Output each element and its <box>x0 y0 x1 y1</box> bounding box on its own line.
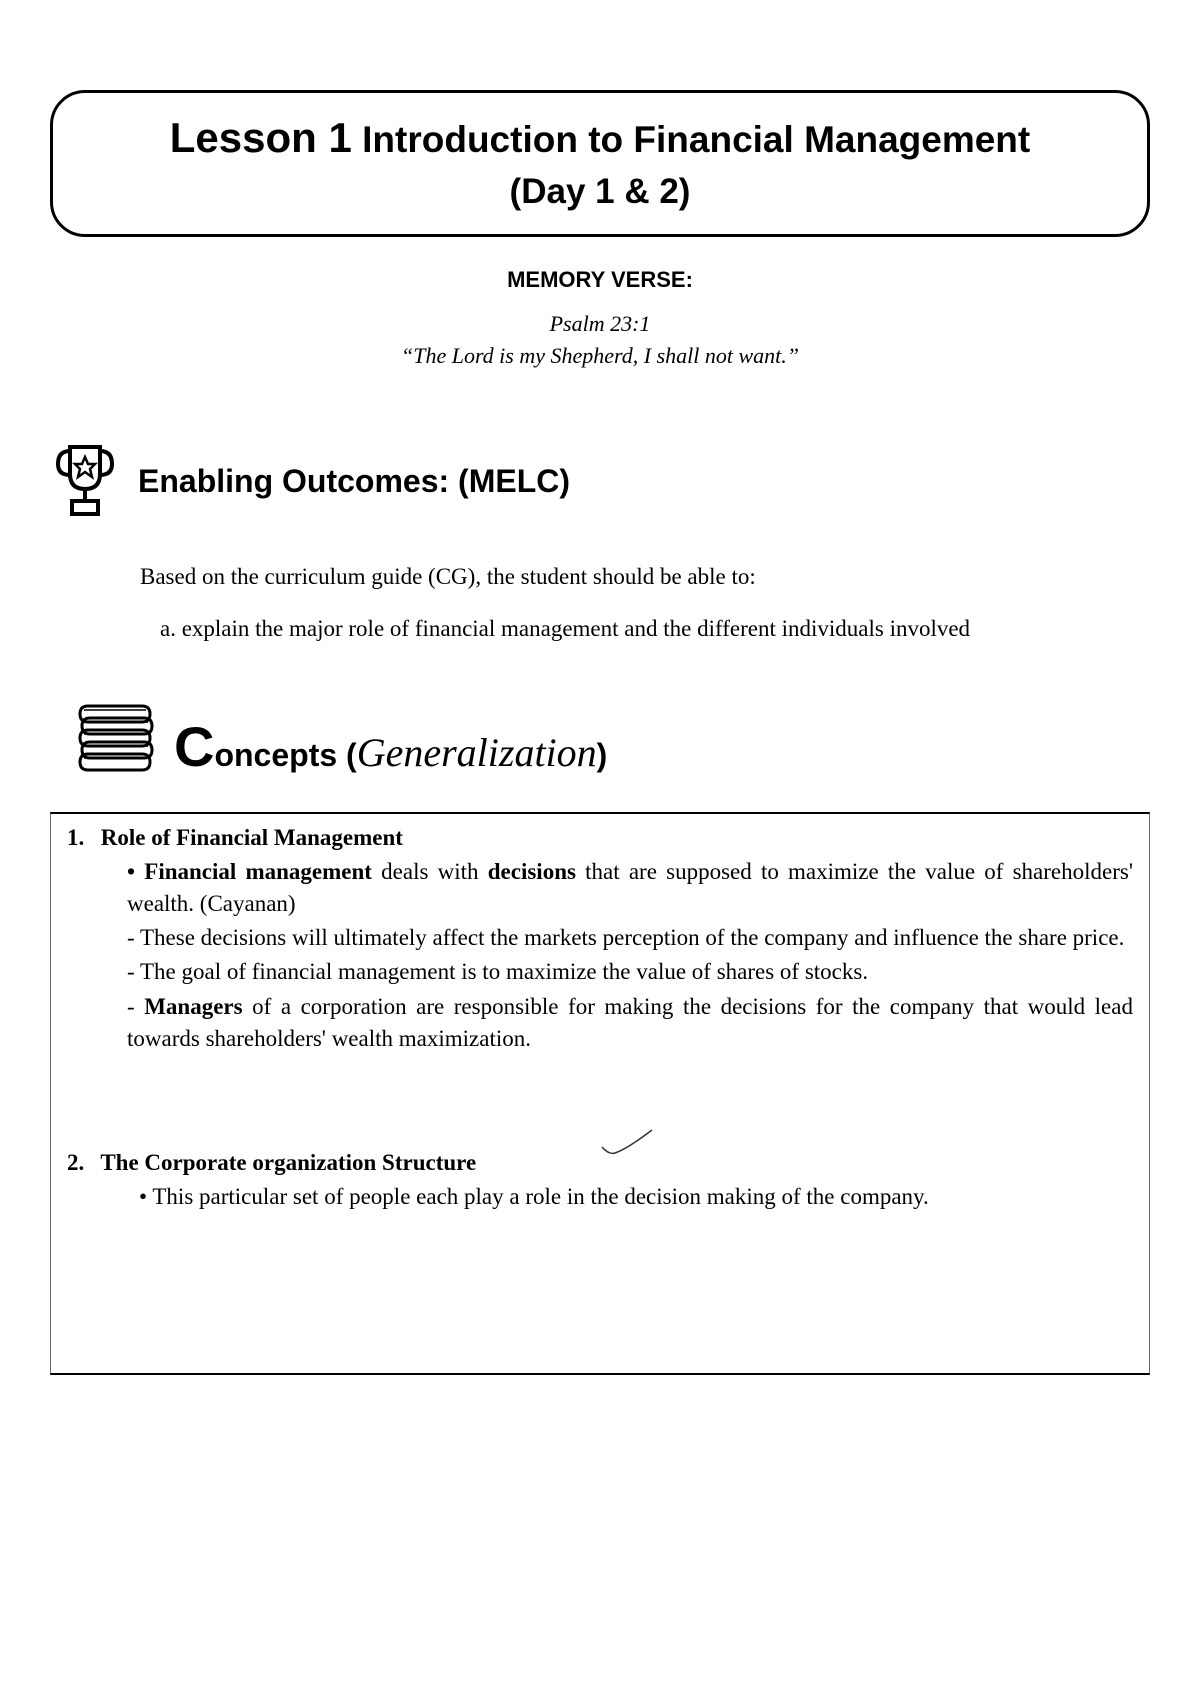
books-icon <box>70 702 160 782</box>
memory-verse-section: MEMORY VERSE: Psalm 23:1 “The Lord is my… <box>50 267 1150 369</box>
lesson-title-box: Lesson 1 Introduction to Financial Manag… <box>50 90 1150 237</box>
concepts-rest: oncepts <box>214 737 337 773</box>
trophy-icon <box>50 439 120 524</box>
section1-d3-post: of a corporation are responsible for mak… <box>127 994 1133 1051</box>
outcomes-title: Enabling Outcomes: (MELC) <box>138 463 570 500</box>
concepts-title: Concepts (Generalization) <box>174 725 607 782</box>
concepts-paren-close: ) <box>597 737 608 773</box>
section2-header: 2. The Corporate organization Structure <box>67 1147 1133 1179</box>
section2-heading: The Corporate organization Structure <box>100 1150 476 1175</box>
memory-verse-heading: MEMORY VERSE: <box>50 267 1150 293</box>
section1-heading: Role of Financial Management <box>101 825 403 850</box>
lesson-subtitle: (Day 1 & 2) <box>83 172 1117 212</box>
concepts-paren-open: ( <box>346 737 357 773</box>
section1-header: 1. Role of Financial Management <box>67 822 1133 854</box>
lesson-main-title: Introduction to Financial Management <box>362 119 1030 160</box>
section1-d3-pre: - <box>127 994 144 1019</box>
section1-d3-bold: Managers <box>144 994 242 1019</box>
section1-b1-bold2: decisions <box>488 859 576 884</box>
section1-dash1: - These decisions will ultimately affect… <box>67 922 1133 954</box>
section1-b1-mid: deals with <box>372 859 488 884</box>
concepts-generalization: Generalization <box>357 730 597 775</box>
concepts-big-c: C <box>174 725 214 770</box>
section1-b1-bold1: Financial management <box>144 859 372 884</box>
concepts-header: Concepts (Generalization) <box>70 702 1150 782</box>
section1-dash3: - Managers of a corporation are responsi… <box>67 991 1133 1055</box>
verse-text: “The Lord is my Shepherd, I shall not wa… <box>50 343 1150 369</box>
content-box: 1. Role of Financial Management • Financ… <box>50 812 1150 1376</box>
section2-bullet1: • This particular set of people each pla… <box>67 1181 1133 1213</box>
handwritten-checkmark-icon <box>597 1125 657 1160</box>
outcomes-intro: Based on the curriculum guide (CG), the … <box>140 564 1150 590</box>
bullet-marker: • <box>127 859 144 884</box>
lesson-label: Lesson 1 <box>170 114 352 161</box>
section1-dash2: - The goal of financial management is to… <box>67 956 1133 988</box>
lesson-title-line1: Lesson 1 Introduction to Financial Manag… <box>83 111 1117 166</box>
enabling-outcomes-header: Enabling Outcomes: (MELC) <box>50 439 1150 524</box>
section1-number: 1. <box>67 822 95 854</box>
outcomes-body: Based on the curriculum guide (CG), the … <box>140 564 1150 642</box>
section2-number: 2. <box>67 1147 95 1179</box>
section1-bullet1: • Financial management deals with decisi… <box>67 856 1133 920</box>
verse-reference: Psalm 23:1 <box>50 311 1150 337</box>
outcomes-item: a. explain the major role of financial m… <box>160 616 1150 642</box>
